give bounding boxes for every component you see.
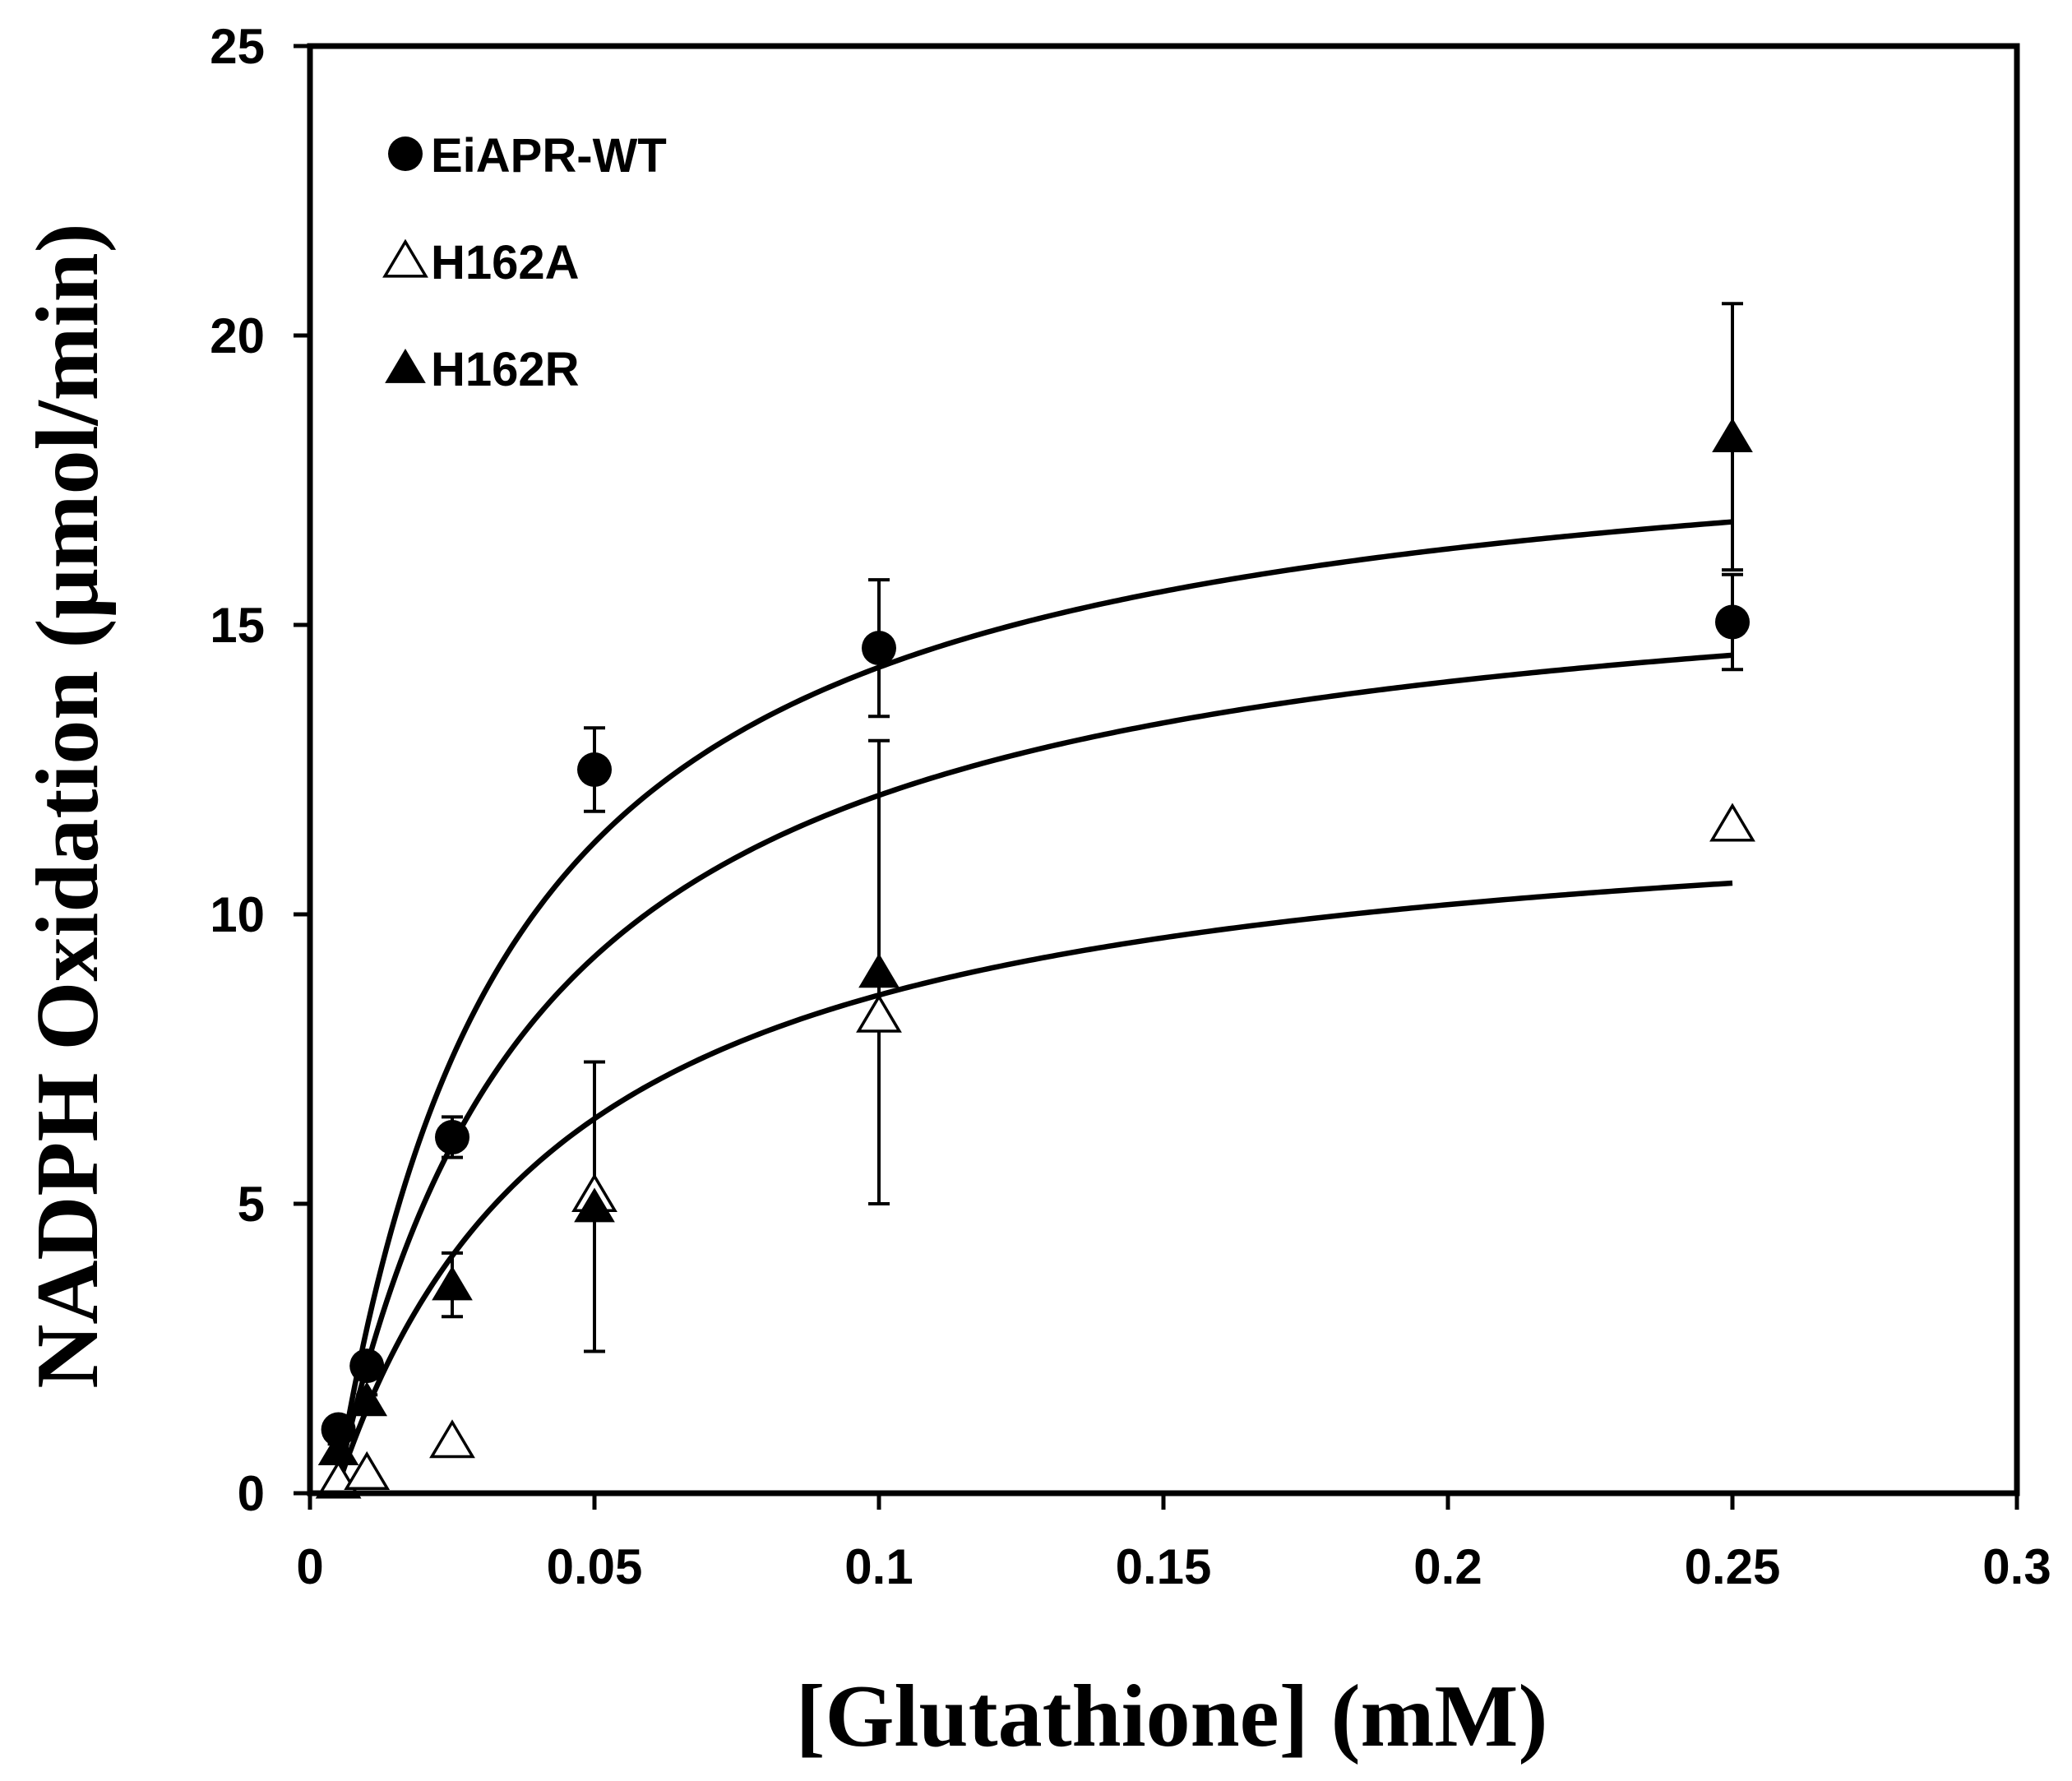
data-point-h162a — [344, 1450, 391, 1490]
x-axis-title: [Glutathione] (mM) — [796, 1668, 1548, 1765]
x-tick-label: 0.2 — [1413, 1539, 1482, 1594]
x-tick-label: 0.15 — [1116, 1539, 1212, 1594]
legend-label: H162R — [431, 343, 580, 396]
data-point-h162r — [432, 1265, 473, 1301]
legend-label: H162A — [431, 236, 580, 289]
x-tick-label: 0.3 — [1982, 1539, 2051, 1594]
data-point-h162r — [346, 1381, 388, 1417]
y-tick-label: 0 — [238, 1466, 265, 1521]
legend-marker-h162a — [382, 238, 428, 278]
fit-middle — [332, 652, 1733, 1494]
x-tick-label: 0 — [296, 1539, 323, 1594]
data-point-eiapr-wt — [862, 631, 896, 666]
y-tick-label: 15 — [210, 598, 265, 653]
legend: EiAPR-WT H162A H162R — [382, 129, 667, 396]
data-point-eiapr-wt — [1715, 604, 1750, 640]
fit-curves — [332, 519, 1733, 1495]
legend-marker-eiapr-wt — [388, 136, 423, 171]
fit-lower — [333, 880, 1733, 1495]
x-tick-label: 0.05 — [547, 1539, 643, 1594]
y-tick-label: 5 — [238, 1177, 265, 1232]
x-tick-label: 0.25 — [1685, 1539, 1781, 1594]
y-tick-label: 20 — [210, 308, 265, 363]
legend-marker-h162r — [385, 349, 426, 383]
fit-upper — [332, 519, 1733, 1494]
y-tick-label: 25 — [210, 19, 265, 74]
x-tick-label: 0.1 — [844, 1539, 913, 1594]
data-point-eiapr-wt — [321, 1412, 356, 1447]
data-point-eiapr-wt — [349, 1348, 385, 1384]
data-point-h162a — [429, 1419, 475, 1459]
x-axis-ticks: 0 0.05 0.1 0.15 0.2 0.25 0.3 — [296, 1493, 2051, 1594]
data-points — [315, 418, 1755, 1499]
data-point-h162a — [1709, 803, 1755, 842]
data-point-h162a — [856, 993, 902, 1033]
data-point-h162r — [574, 1187, 615, 1223]
legend-label: EiAPR-WT — [431, 129, 667, 183]
data-point-h162r — [1712, 418, 1753, 453]
y-axis-ticks: 0 5 10 15 20 25 — [210, 19, 310, 1521]
data-point-eiapr-wt — [577, 752, 612, 787]
y-axis-title: NADPH Oxidation (μmol/min) — [19, 223, 117, 1388]
y-tick-label: 10 — [210, 887, 265, 942]
data-point-h162r — [317, 1431, 359, 1466]
data-point-h162r — [858, 953, 900, 988]
data-point-eiapr-wt — [435, 1120, 469, 1155]
